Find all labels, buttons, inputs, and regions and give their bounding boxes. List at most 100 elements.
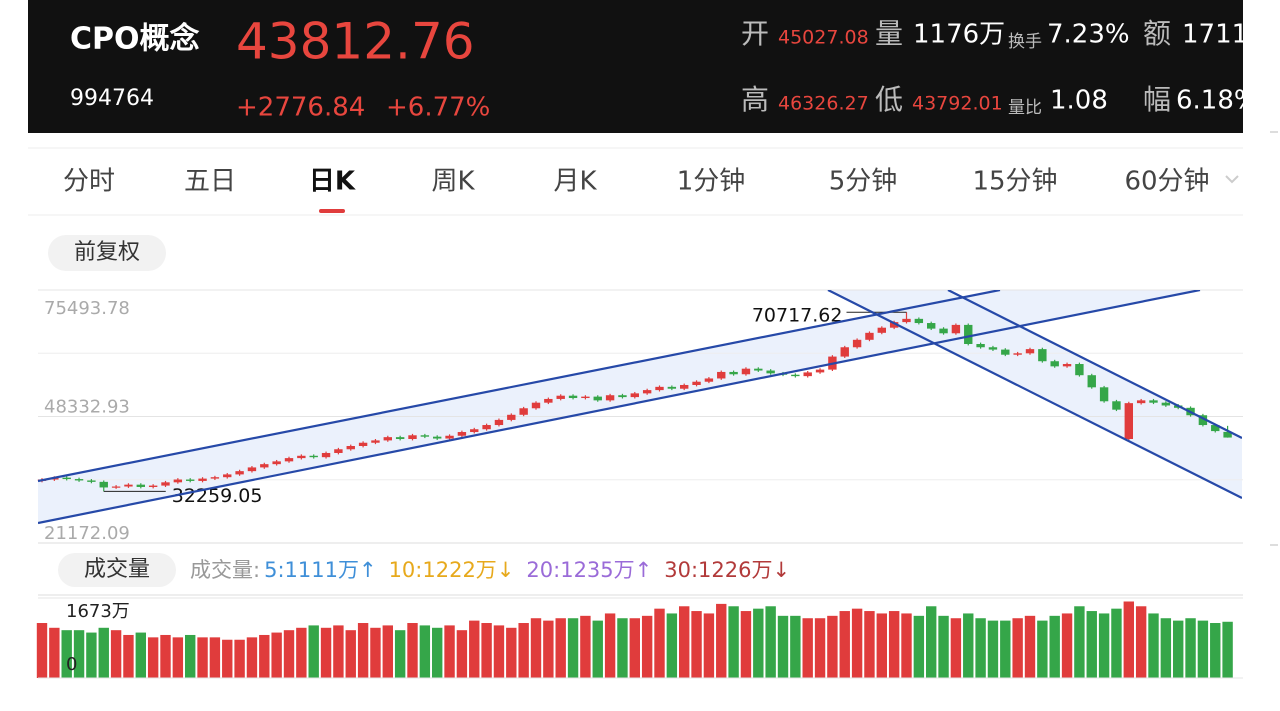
candle-body bbox=[840, 347, 849, 357]
candle-body bbox=[556, 395, 565, 399]
volume-bar bbox=[1185, 618, 1196, 678]
candle-body bbox=[136, 484, 145, 487]
stat-label: 额 bbox=[1143, 17, 1171, 50]
channel-lines bbox=[38, 290, 1242, 525]
volume-bar bbox=[222, 639, 233, 678]
candle-body bbox=[642, 390, 652, 394]
volume-bar bbox=[1012, 618, 1023, 678]
volume-bar bbox=[1123, 601, 1134, 678]
tab[interactable]: 五日 bbox=[184, 167, 236, 197]
candle-body bbox=[1062, 364, 1072, 367]
trend-line bbox=[38, 290, 1201, 525]
candle-body bbox=[198, 478, 207, 481]
price: 43812.76 bbox=[236, 13, 475, 71]
candle-body bbox=[1050, 361, 1059, 367]
candle-body bbox=[235, 471, 244, 475]
volume-bar bbox=[777, 615, 789, 678]
adjust-label: 前复权 bbox=[74, 240, 140, 265]
legend-item: 30:1226万↓ bbox=[664, 558, 790, 582]
candle-body bbox=[766, 370, 775, 374]
volume-bar bbox=[1061, 613, 1073, 678]
candle-body bbox=[111, 486, 121, 488]
candle-body bbox=[914, 318, 924, 324]
tab[interactable]: 60分钟 bbox=[1124, 167, 1209, 197]
tab[interactable]: 分时 bbox=[63, 167, 115, 197]
change-pct: +6.77% bbox=[386, 93, 490, 123]
volume-bar bbox=[357, 623, 369, 678]
volume-bar bbox=[234, 639, 245, 678]
volume-bar bbox=[394, 630, 406, 678]
volume-bar bbox=[506, 627, 517, 678]
tab[interactable]: 1分钟 bbox=[677, 167, 746, 197]
volume-bar bbox=[691, 611, 702, 678]
volume-bar bbox=[1135, 606, 1147, 678]
candle-body bbox=[729, 371, 738, 375]
volume-bar bbox=[765, 606, 776, 678]
volume-bar bbox=[419, 625, 431, 678]
tab[interactable]: 月K bbox=[553, 167, 597, 197]
candle-body bbox=[1075, 364, 1084, 376]
candle-body bbox=[358, 442, 368, 446]
tab[interactable]: 周K bbox=[431, 167, 475, 197]
candle-body bbox=[519, 408, 528, 415]
volume-bar bbox=[86, 632, 97, 678]
volume-bar bbox=[1000, 620, 1011, 678]
volume-bar bbox=[950, 618, 962, 678]
volume-bar bbox=[938, 615, 949, 678]
volume-bar bbox=[926, 606, 937, 678]
volume-bar bbox=[987, 620, 999, 678]
candle-body bbox=[494, 419, 504, 426]
candle-body bbox=[889, 322, 899, 328]
candle-body bbox=[124, 484, 133, 487]
candle-body bbox=[62, 477, 71, 480]
volume-bar bbox=[1222, 621, 1233, 678]
candle-body bbox=[1136, 400, 1146, 404]
legend-item: 10:1222万↓ bbox=[389, 558, 515, 582]
candle-body bbox=[1013, 353, 1022, 355]
volume-legend: 成交量: 5:1111万↑ 10:1222万↓ 20:1235万↑ 30:1226万↓ bbox=[190, 558, 790, 582]
candle-body bbox=[420, 435, 430, 437]
volume-bar bbox=[1086, 611, 1097, 678]
trend-line bbox=[827, 290, 1242, 499]
legend-item: 成交量: bbox=[190, 558, 260, 582]
candle-body bbox=[803, 372, 812, 377]
volume-bar bbox=[432, 627, 443, 678]
candle-body bbox=[297, 455, 306, 459]
candle-body bbox=[1223, 431, 1232, 438]
volume-bar bbox=[629, 618, 640, 678]
candle-body bbox=[482, 425, 491, 430]
volume-bar bbox=[320, 627, 332, 678]
adjust-button[interactable] bbox=[48, 235, 166, 271]
quote-header: CPO概念 994764 43812.76 +2776.84 +6.77% 开 … bbox=[70, 13, 1259, 123]
candle-body bbox=[210, 477, 220, 479]
y-tick-label: 48332.93 bbox=[44, 397, 130, 418]
candle-body bbox=[87, 480, 96, 482]
stat-value: 6.18% bbox=[1176, 86, 1259, 116]
tab[interactable]: 15分钟 bbox=[972, 167, 1057, 197]
candle-body bbox=[1038, 349, 1047, 362]
tab[interactable]: 5分钟 bbox=[829, 167, 898, 197]
volume-bar bbox=[864, 611, 875, 678]
volume-bar bbox=[185, 634, 196, 678]
volume-bars: 0 1673万 bbox=[36, 597, 1243, 679]
candle-body bbox=[148, 485, 158, 487]
candle-body bbox=[1211, 425, 1220, 432]
stat-label: 量比 bbox=[1008, 98, 1042, 118]
volume-button[interactable] bbox=[58, 553, 176, 587]
volume-bar bbox=[246, 637, 258, 678]
volume-bar bbox=[518, 623, 529, 678]
candle-body bbox=[395, 437, 405, 440]
tab[interactable]: 日K bbox=[309, 167, 356, 197]
candle-body bbox=[717, 371, 726, 379]
volume-bar bbox=[703, 613, 715, 678]
volume-bar bbox=[49, 627, 60, 678]
volume-bar bbox=[259, 634, 270, 678]
candle-body bbox=[321, 452, 331, 458]
candle-body bbox=[581, 396, 590, 399]
volume-bar bbox=[592, 620, 603, 678]
trend-line bbox=[947, 290, 1242, 439]
volume-bar bbox=[345, 630, 356, 678]
candle-body bbox=[247, 467, 257, 472]
candle-body bbox=[346, 445, 355, 450]
stat-label: 幅 bbox=[1143, 83, 1171, 116]
